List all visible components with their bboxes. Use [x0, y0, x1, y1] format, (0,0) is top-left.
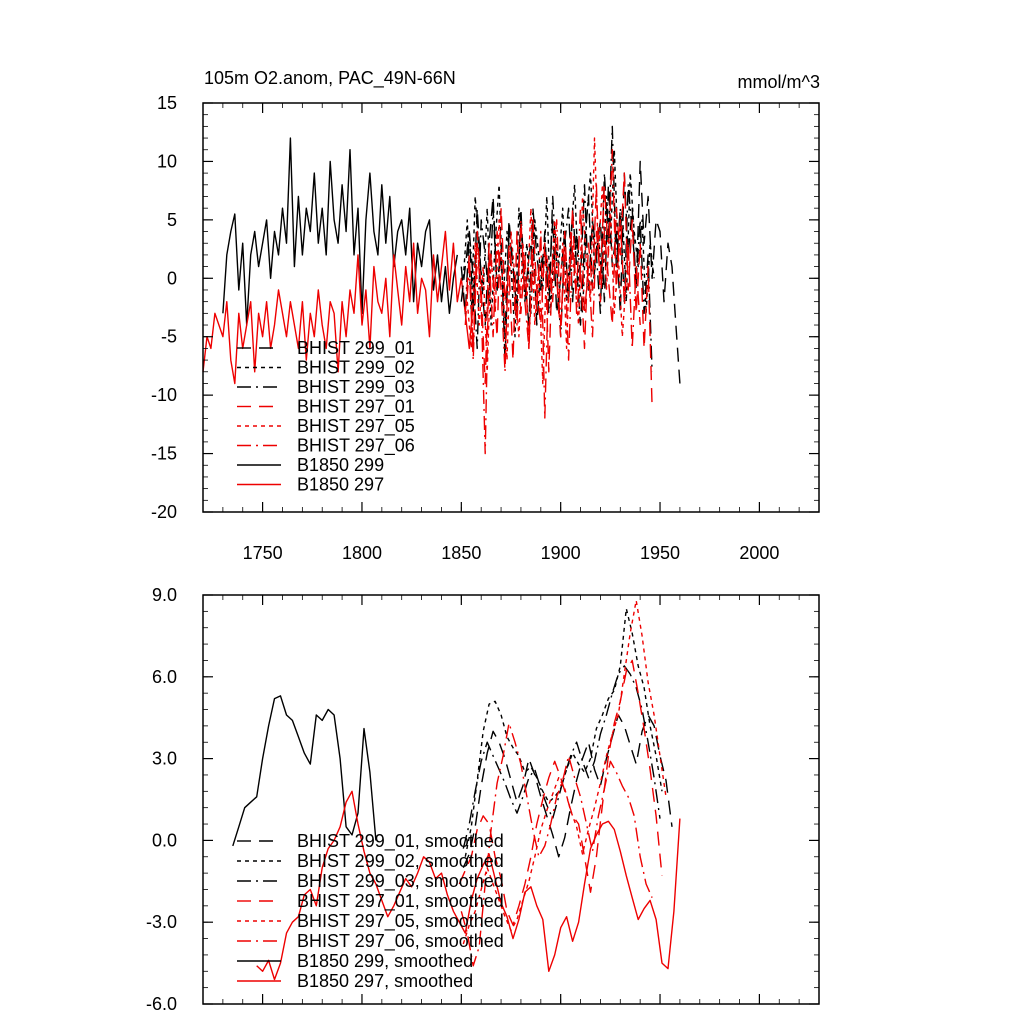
legend-label: BHIST 299_02	[297, 358, 415, 379]
y-tick-label: -10	[151, 385, 177, 405]
axis-ticks: -6.0 -3.0 0.0 3.0 6.0 9.0	[146, 585, 820, 1014]
y-tick-label: 3.0	[152, 749, 177, 769]
legend-label: BHIST 297_05, smoothed	[297, 911, 504, 932]
series-line	[460, 722, 653, 967]
y-tick-label: -20	[151, 502, 177, 522]
legend-label: B1850 299	[297, 455, 384, 475]
y-tick-label: -5	[161, 327, 177, 347]
x-tick-label: 1800	[342, 543, 382, 563]
y-tick-label: -15	[151, 444, 177, 464]
legend-label: B1850 297	[297, 475, 384, 495]
series-line	[464, 148, 641, 455]
chart-title: 105m O2.anom, PAC_49N-66N	[204, 68, 456, 89]
series-line	[464, 607, 663, 857]
x-tick-label: 1850	[441, 543, 481, 563]
y-tick-label: 5	[167, 210, 177, 230]
bottom-panel: -6.0 -3.0 0.0 3.0 6.0 9.0 BHIST 299_01, smooth…	[146, 585, 820, 1014]
y-tick-label: 0	[167, 268, 177, 288]
legend-label: BHIST 297_05	[297, 416, 415, 437]
series-line	[222, 137, 458, 326]
plot-frame	[202, 594, 820, 1005]
legend-label: BHIST 299_03, smoothed	[297, 871, 504, 892]
plot-area	[232, 599, 681, 981]
units-label: mmol/m^3	[738, 72, 820, 92]
top-panel: 105m O2.anom, PAC_49N-66N mmol/m^3 -20 -1…	[151, 68, 820, 563]
legend-label: B1850 299, smoothed	[297, 951, 473, 971]
y-tick-label: -3.0	[146, 912, 177, 932]
legend-label: BHIST 299_01	[297, 338, 415, 359]
series-line	[460, 125, 653, 372]
x-tick-label: 1750	[243, 543, 283, 563]
series-line	[466, 137, 627, 385]
series-line	[202, 230, 478, 385]
y-tick-label: -6.0	[146, 994, 177, 1014]
x-tick-label: 1950	[640, 543, 680, 563]
x-tick-label: 2000	[739, 543, 779, 563]
y-tick-label: 10	[157, 151, 177, 171]
legend-label: BHIST 297_06, smoothed	[297, 931, 504, 952]
legend-label: BHIST 297_06	[297, 436, 415, 457]
legend-label: BHIST 299_02, smoothed	[297, 851, 504, 872]
legend-label: BHIST 299_01, smoothed	[297, 831, 504, 852]
y-tick-label: 0.0	[152, 830, 177, 850]
legend-label: BHIST 297_01, smoothed	[297, 891, 504, 912]
y-tick-label: 6.0	[152, 667, 177, 687]
series-line	[462, 599, 667, 945]
legend-label: BHIST 299_03	[297, 377, 415, 398]
legend-label: BHIST 297_01	[297, 397, 415, 418]
series-line	[256, 790, 681, 981]
series-line	[232, 695, 377, 847]
plot-area	[202, 125, 681, 455]
x-tick-label: 1900	[541, 543, 581, 563]
axis-ticks: -20 -15 -10 -5 0 5 10 15 1750 1800 1850 1900 1950 200…	[151, 93, 820, 563]
plot-frame	[202, 102, 820, 513]
series-line	[462, 665, 661, 849]
series-line	[460, 160, 681, 384]
y-tick-label: 15	[157, 93, 177, 113]
legend-label: B1850 297, smoothed	[297, 971, 473, 991]
y-tick-label: 9.0	[152, 585, 177, 605]
series-line	[462, 714, 673, 868]
